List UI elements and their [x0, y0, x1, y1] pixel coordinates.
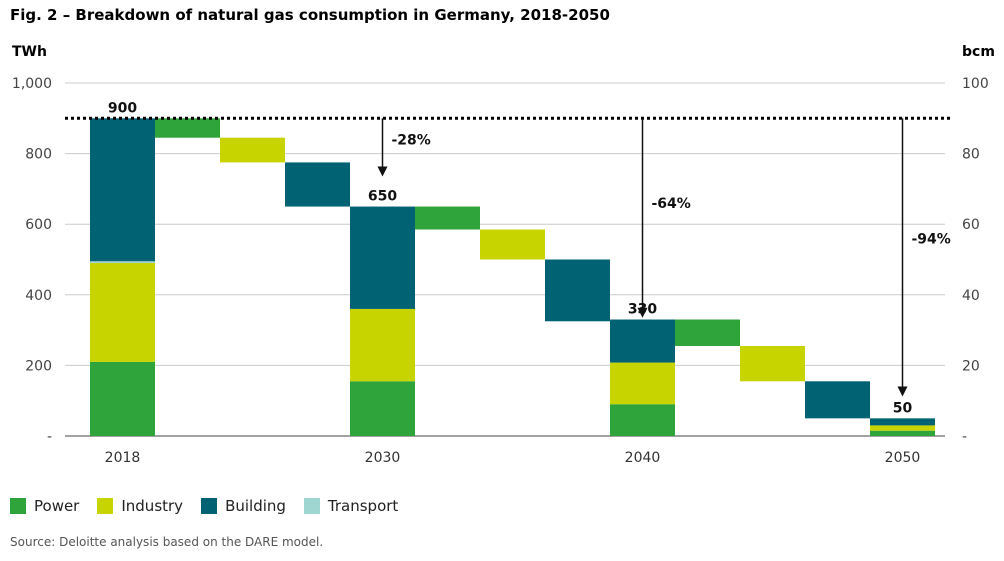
legend-label: Building — [225, 497, 286, 515]
total-label: 650 — [368, 189, 397, 205]
bar-industry-2018 — [90, 263, 155, 362]
y-tick-right: 100 — [962, 76, 989, 92]
left-axis-unit: TWh — [12, 44, 47, 60]
y-tick-left: - — [47, 429, 52, 445]
bar-building-2040 — [610, 319, 675, 363]
y-tick-right: 60 — [962, 217, 980, 233]
bar-building-2030 — [350, 206, 415, 309]
legend: Power Industry Building Transport — [10, 497, 398, 515]
y-tick-left: 400 — [25, 288, 52, 304]
arrow-head-icon — [897, 386, 908, 397]
bar-power-2040 — [610, 404, 675, 436]
total-label: 50 — [893, 400, 913, 416]
bar-transport-2018 — [90, 261, 155, 264]
y-tick-right: 20 — [962, 358, 980, 374]
source-note: Source: Deloitte analysis based on the D… — [10, 535, 324, 549]
right-axis-unit: bcm — [962, 44, 995, 60]
y-tick-right: 40 — [962, 288, 980, 304]
bar-building-2050 — [870, 418, 935, 426]
y-tick-left: 600 — [25, 217, 52, 233]
bar-power-2018 — [90, 361, 155, 436]
arrow-head-icon — [637, 307, 648, 318]
arrow-head-icon — [377, 166, 388, 177]
x-tick-label: 2030 — [365, 450, 401, 466]
bar-industry-2030 — [350, 308, 415, 382]
change-annotation: -28% — [392, 133, 431, 149]
step-industry — [740, 345, 805, 382]
step-industry — [220, 137, 285, 163]
chart-title: Fig. 2 – Breakdown of natural gas consum… — [10, 6, 610, 24]
bar-industry-2050 — [870, 425, 935, 431]
legend-label: Transport — [327, 497, 399, 515]
y-tick-left: 1,000 — [12, 76, 52, 92]
total-label: 900 — [108, 100, 137, 116]
x-tick-label: 2040 — [625, 450, 661, 466]
step-power — [415, 206, 480, 230]
x-tick-label: 2018 — [105, 450, 141, 466]
step-building — [805, 381, 870, 419]
legend-item: Industry — [97, 497, 183, 515]
legend-swatch — [201, 498, 218, 514]
legend-swatch — [10, 498, 26, 514]
bar-power-2050 — [870, 430, 935, 436]
legend-item: Power — [10, 497, 79, 515]
legend-item: Transport — [303, 497, 399, 515]
change-annotation: -64% — [652, 196, 691, 212]
step-building — [545, 259, 610, 322]
bar-power-2030 — [350, 381, 415, 436]
x-tick-label: 2050 — [885, 450, 921, 466]
bar-building-2018 — [90, 118, 155, 262]
bar-industry-2040 — [610, 362, 675, 405]
step-power — [675, 319, 740, 346]
legend-item: Building — [201, 497, 286, 515]
legend-swatch — [303, 498, 320, 514]
y-tick-right: - — [962, 429, 967, 445]
y-tick-left: 800 — [25, 147, 52, 163]
plot-area: - - 200 20 400 40 600 60 800 80 1,000 100 900 2018 650… — [12, 76, 989, 466]
legend-swatch — [97, 498, 114, 514]
step-building — [285, 162, 350, 207]
change-annotation: -94% — [912, 231, 951, 247]
y-tick-left: 200 — [25, 358, 52, 374]
legend-label: Industry — [121, 497, 184, 515]
legend-label: Power — [34, 497, 80, 515]
step-industry — [480, 229, 545, 260]
y-tick-right: 80 — [962, 147, 980, 163]
step-power — [155, 118, 220, 138]
